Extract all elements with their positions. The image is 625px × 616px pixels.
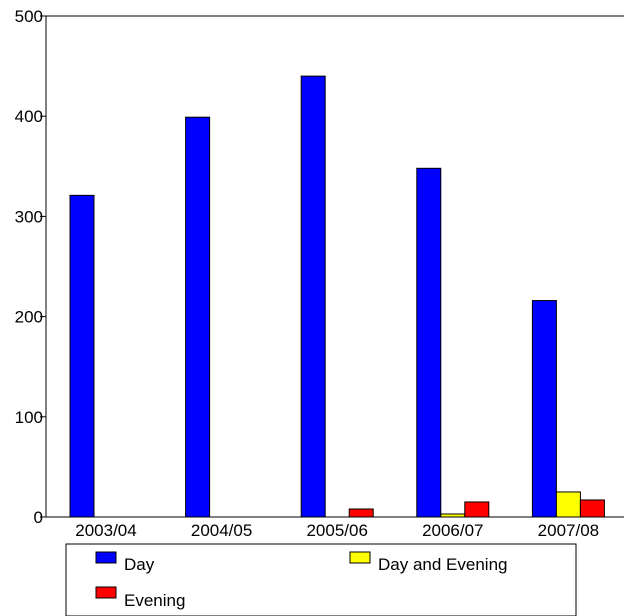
y-tick-label: 400 — [15, 107, 43, 126]
x-tick-label: 2004/05 — [191, 521, 252, 540]
legend: Day Day and Evening Evening — [65, 543, 577, 616]
bar-evening-2006-07 — [464, 501, 490, 518]
legend-label-day: Day — [124, 555, 155, 574]
bars-layer — [69, 75, 605, 518]
x-tick-label: 2007/08 — [538, 521, 599, 540]
bar-evening-2005-06 — [348, 508, 374, 518]
y-axis-ticks: 0 100 200 300 400 500 — [15, 7, 46, 527]
x-axis-ticks: 2003/04 2004/05 2005/06 2006/07 2007/08 — [75, 521, 599, 540]
bar-day-2003-04 — [69, 194, 95, 518]
legend-swatch-day-and-evening — [349, 551, 371, 564]
y-tick-label: 500 — [15, 7, 43, 26]
x-tick-label: 2006/07 — [422, 521, 483, 540]
x-tick-label: 2003/04 — [75, 521, 136, 540]
x-tick-label: 2005/06 — [306, 521, 367, 540]
legend-box — [65, 543, 577, 616]
bar-evening-2007-08 — [579, 499, 605, 518]
y-tick-label: 200 — [15, 308, 43, 327]
legend-label-evening: Evening — [124, 591, 185, 610]
y-tick-label: 0 — [34, 508, 43, 527]
y-tick-label: 300 — [15, 207, 43, 226]
bar-day-and-evening-2007-08 — [555, 491, 581, 518]
y-tick-label: 100 — [15, 408, 43, 427]
bar-day-2004-05 — [185, 116, 211, 518]
bar-day-2005-06 — [300, 75, 326, 518]
legend-swatch-day — [95, 551, 117, 564]
bar-day-2007-08 — [531, 300, 557, 518]
bar-day-2006-07 — [416, 167, 442, 518]
legend-swatch-evening — [95, 586, 117, 599]
legend-label-day-and-evening: Day and Evening — [378, 555, 507, 574]
